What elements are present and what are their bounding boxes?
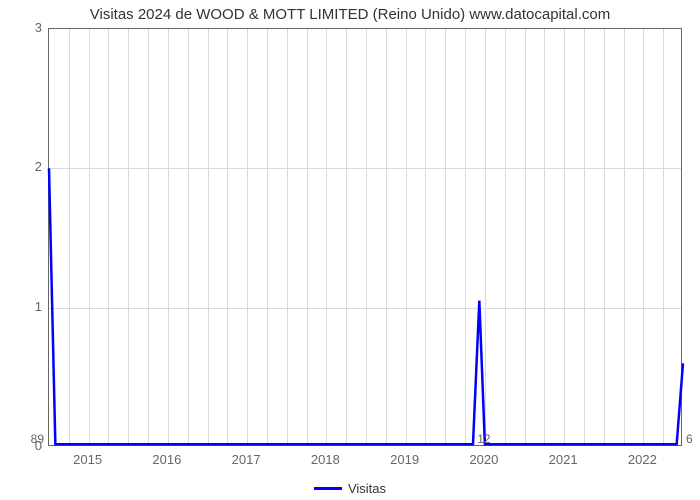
series-line (49, 29, 683, 447)
ytick-label: 1 (12, 299, 42, 314)
plot-area (48, 28, 682, 446)
legend-label: Visitas (348, 481, 386, 496)
data-label: 89 (16, 432, 44, 446)
chart-container: Visitas 2024 de WOOD & MOTT LIMITED (Rei… (0, 0, 700, 500)
ytick-label: 3 (12, 20, 42, 35)
xtick-label: 2017 (232, 452, 261, 467)
xtick-label: 2019 (390, 452, 419, 467)
xtick-label: 2020 (469, 452, 498, 467)
xtick-label: 2018 (311, 452, 340, 467)
xtick-label: 2021 (549, 452, 578, 467)
data-label: 6 (686, 432, 693, 446)
xtick-label: 2015 (73, 452, 102, 467)
legend: Visitas (0, 480, 700, 496)
ytick-label: 2 (12, 159, 42, 174)
legend-swatch (314, 487, 342, 490)
xtick-label: 2016 (152, 452, 181, 467)
chart-title: Visitas 2024 de WOOD & MOTT LIMITED (Rei… (0, 6, 700, 23)
xtick-label: 2022 (628, 452, 657, 467)
data-label: 12 (477, 432, 490, 446)
